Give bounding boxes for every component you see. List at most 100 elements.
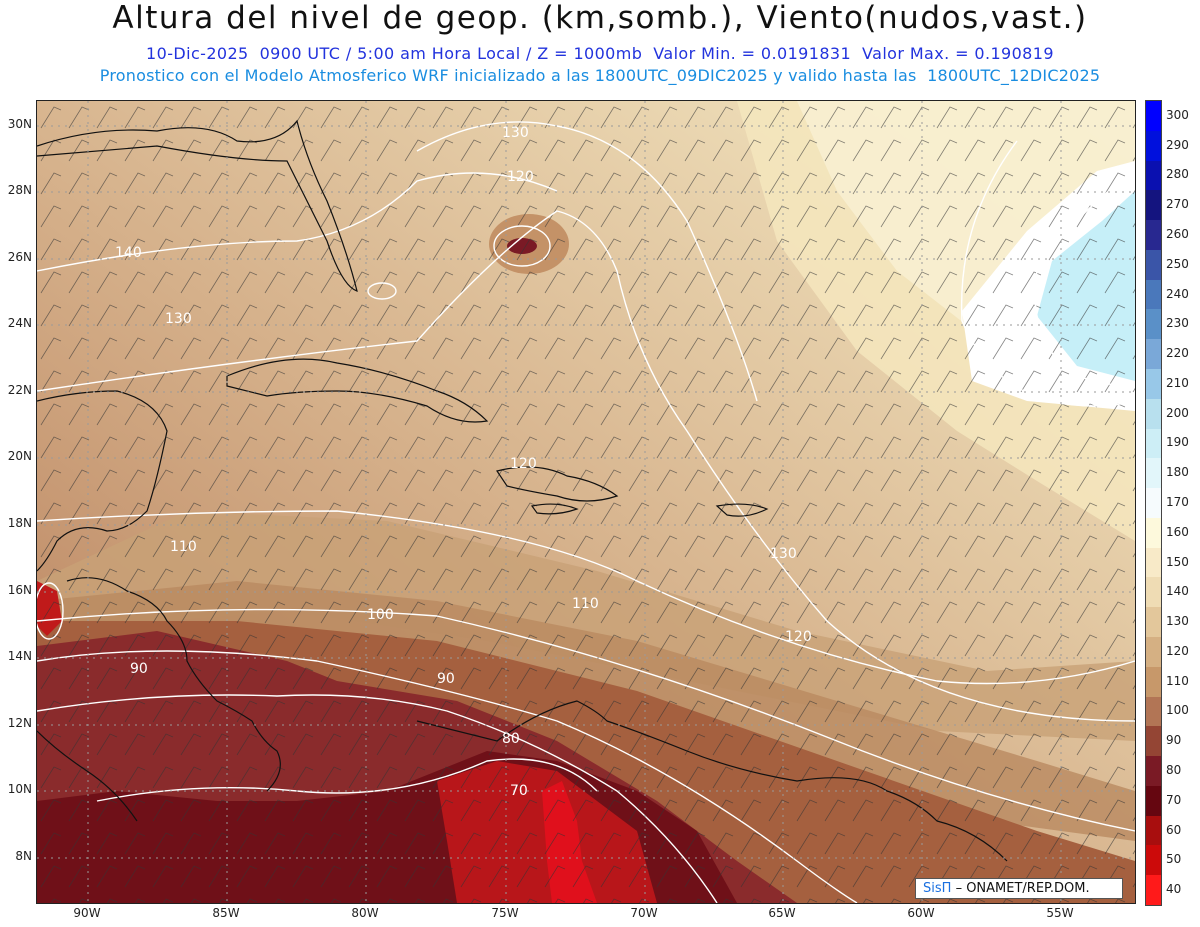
color-scale-label: 70 bbox=[1166, 792, 1182, 807]
color-scale-cell bbox=[1146, 309, 1161, 340]
color-scale-label: 110 bbox=[1166, 673, 1189, 688]
color-scale-label: 150 bbox=[1166, 554, 1189, 569]
color-scale-label: 270 bbox=[1166, 197, 1189, 212]
color-scale-label: 50 bbox=[1166, 852, 1182, 867]
wind-barbs-layer bbox=[37, 101, 1135, 903]
lon-label: 80W bbox=[351, 906, 379, 920]
lat-label: 16N bbox=[7, 583, 32, 597]
color-scale-cell bbox=[1146, 696, 1161, 727]
color-scale-label: 290 bbox=[1166, 137, 1189, 152]
color-scale-label: 180 bbox=[1166, 465, 1189, 480]
contour-label: 130 bbox=[502, 125, 529, 141]
lat-label: 30N bbox=[7, 117, 32, 131]
color-scale-cell bbox=[1146, 845, 1161, 876]
color-scale-cell bbox=[1146, 577, 1161, 608]
lat-lon-grid bbox=[37, 101, 1135, 903]
contour-label: 90 bbox=[437, 671, 455, 687]
color-scale-cell bbox=[1146, 190, 1161, 221]
color-scale-cell bbox=[1146, 101, 1161, 132]
color-scale-label: 200 bbox=[1166, 405, 1189, 420]
logo-org: – ONAMET/REP.DOM. bbox=[955, 881, 1090, 896]
lat-label: 14N bbox=[7, 649, 32, 663]
color-scale-cell bbox=[1146, 279, 1161, 310]
lon-label: 90W bbox=[73, 906, 101, 920]
color-scale-cell bbox=[1146, 607, 1161, 638]
lat-label: 8N bbox=[15, 849, 32, 863]
color-scale-cell bbox=[1146, 815, 1161, 846]
lon-label: 55W bbox=[1046, 906, 1074, 920]
color-scale-cell bbox=[1146, 339, 1161, 370]
color-scale-cell bbox=[1146, 517, 1161, 549]
color-scale-cell bbox=[1146, 220, 1161, 251]
color-scale-label: 220 bbox=[1166, 346, 1189, 361]
logo-brand: SisΠ bbox=[923, 881, 952, 896]
contour-label: 140 bbox=[115, 245, 142, 261]
contour-label: 120 bbox=[507, 169, 534, 185]
color-scale-label: 120 bbox=[1166, 643, 1189, 658]
forecast-map: 130 120 140 130 120 110 100 110 130 120 … bbox=[36, 100, 1136, 904]
sispi-onamet-logo: SisΠ – ONAMET/REP.DOM. bbox=[915, 878, 1123, 899]
model-info-subtitle: Pronostico con el Modelo Atmosferico WRF… bbox=[99, 66, 1101, 85]
color-scale-cell bbox=[1146, 785, 1161, 817]
color-scale-label: 90 bbox=[1166, 733, 1182, 748]
color-scale-cell bbox=[1146, 756, 1161, 787]
chart-title: Altura del nivel de geop. (km,somb.), Vi… bbox=[112, 0, 1088, 36]
lon-label: 70W bbox=[630, 906, 658, 920]
contour-label: 130 bbox=[770, 546, 797, 562]
lon-label: 75W bbox=[491, 906, 519, 920]
color-scale-bar bbox=[1145, 100, 1162, 906]
color-scale-label: 210 bbox=[1166, 375, 1189, 390]
lat-label: 22N bbox=[7, 383, 32, 397]
lat-label: 28N bbox=[7, 183, 32, 197]
color-scale-cell bbox=[1146, 637, 1161, 668]
color-scale-label: 40 bbox=[1166, 882, 1182, 897]
lat-label: 26N bbox=[7, 250, 32, 264]
color-scale-label: 230 bbox=[1166, 316, 1189, 331]
contour-label: 110 bbox=[170, 539, 197, 555]
color-scale-label: 140 bbox=[1166, 584, 1189, 599]
color-scale-label: 190 bbox=[1166, 435, 1189, 450]
forecast-time-subtitle: 10-Dic-2025 0900 UTC / 5:00 am Hora Loca… bbox=[146, 44, 1054, 63]
color-scale-label: 60 bbox=[1166, 822, 1182, 837]
contour-label: 100 bbox=[367, 607, 394, 623]
color-scale-cell bbox=[1146, 249, 1161, 281]
color-scale-label: 250 bbox=[1166, 256, 1189, 271]
contour-label: 70 bbox=[510, 783, 528, 799]
color-scale-label: 80 bbox=[1166, 763, 1182, 777]
lat-label: 10N bbox=[7, 782, 32, 796]
color-scale-cell bbox=[1146, 398, 1161, 430]
color-scale-cell bbox=[1146, 160, 1161, 191]
color-scale-cell bbox=[1146, 488, 1161, 519]
lat-label: 12N bbox=[7, 716, 32, 730]
lat-label: 24N bbox=[7, 316, 32, 330]
color-scale-label: 240 bbox=[1166, 286, 1189, 301]
color-scale-cell bbox=[1146, 130, 1161, 162]
contour-label: 110 bbox=[572, 596, 599, 612]
contour-label: 120 bbox=[785, 629, 812, 645]
color-scale-label: 100 bbox=[1166, 703, 1189, 718]
lon-label: 85W bbox=[212, 906, 240, 920]
contour-label: 120 bbox=[510, 456, 537, 472]
color-scale-cell bbox=[1146, 666, 1161, 698]
lat-label: 20N bbox=[7, 449, 32, 463]
contour-label: 130 bbox=[165, 311, 192, 327]
color-scale-cell bbox=[1146, 726, 1161, 757]
color-scale-cell bbox=[1146, 458, 1161, 489]
color-scale-cell bbox=[1146, 428, 1161, 459]
color-scale-label: 160 bbox=[1166, 524, 1189, 539]
color-scale-label: 130 bbox=[1166, 614, 1189, 629]
color-scale-label: 280 bbox=[1166, 167, 1189, 182]
lon-label: 60W bbox=[907, 906, 935, 920]
color-scale-cell bbox=[1146, 875, 1161, 906]
color-scale-label: 170 bbox=[1166, 495, 1189, 509]
color-scale-label: 260 bbox=[1166, 227, 1189, 241]
contour-label-group: 130 120 140 130 120 110 100 110 130 120 … bbox=[115, 125, 812, 799]
color-scale-cell bbox=[1146, 369, 1161, 400]
coastlines bbox=[37, 119, 1008, 862]
contour-label: 90 bbox=[130, 661, 148, 677]
lat-label: 18N bbox=[7, 516, 32, 530]
lon-label: 65W bbox=[768, 906, 796, 920]
contour-label: 80 bbox=[502, 731, 520, 747]
map-canvas: 130 120 140 130 120 110 100 110 130 120 … bbox=[37, 101, 1135, 903]
color-scale-label: 300 bbox=[1166, 107, 1189, 122]
